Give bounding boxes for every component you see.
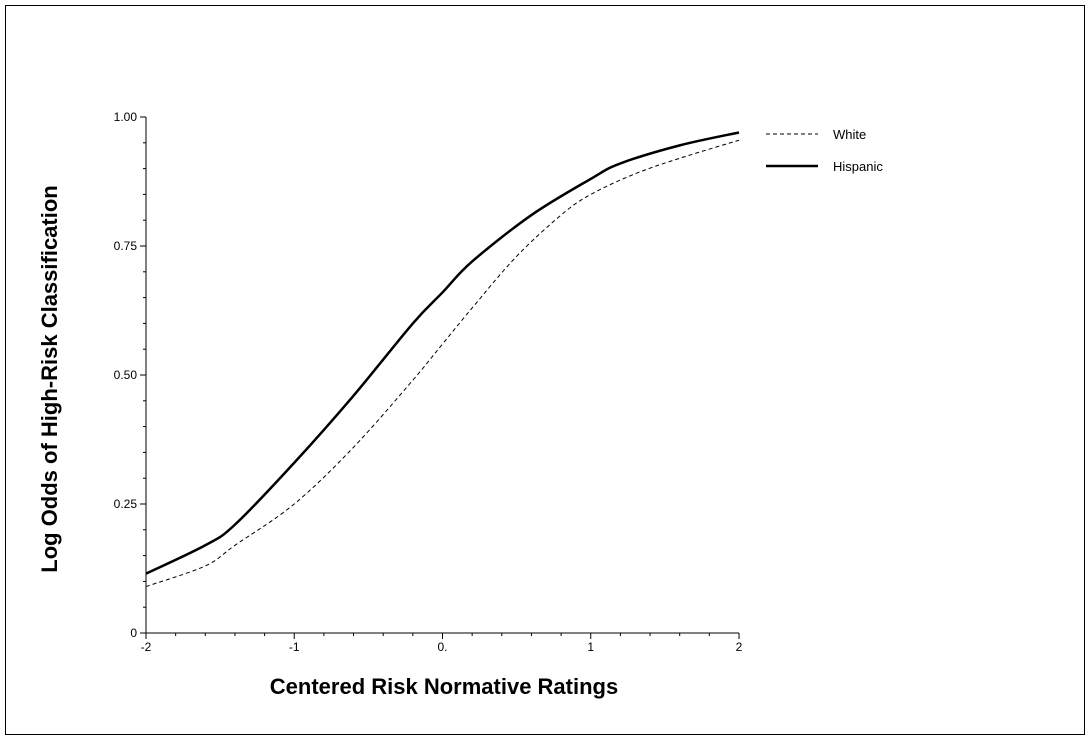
y-tick-label: 0 (130, 626, 137, 640)
y-tick-label: 0.75 (114, 239, 138, 253)
series-line-white (145, 139, 740, 588)
y-tick-label: 1.00 (114, 110, 138, 124)
x-axis-title: Centered Risk Normative Ratings (270, 674, 618, 699)
y-tick-label: 0.50 (114, 368, 138, 382)
legend-label-white: White (833, 127, 866, 142)
legend-label-hispanic: Hispanic (833, 159, 883, 174)
line-chart: 00.250.500.751.00-2 -1 0. 1 2 WhiteHispanic … (37, 110, 883, 699)
x-tick-label: -1 (289, 640, 300, 654)
x-tick-label: 2 (736, 640, 743, 654)
x-tick-label: -2 (141, 640, 152, 654)
x-tick-label: 0. (437, 640, 447, 654)
chart-frame: 0 0.25 0.50 0.75 1.00 -2 -1 0. 1 2 White Hispanic … (5, 5, 1085, 735)
series-lines (145, 131, 740, 588)
y-tick-label: 0.25 (114, 497, 138, 511)
y-axis-title: Log Odds of High-Risk Classification (37, 185, 62, 572)
axes (145, 117, 739, 634)
x-tick-label: 1 (587, 640, 594, 654)
series-line-hispanic (145, 131, 740, 575)
ticks: 0 0.25 0.50 0.75 1.00 -2 -1 0. 1 2 (114, 110, 743, 654)
legend: White Hispanic (766, 127, 883, 174)
